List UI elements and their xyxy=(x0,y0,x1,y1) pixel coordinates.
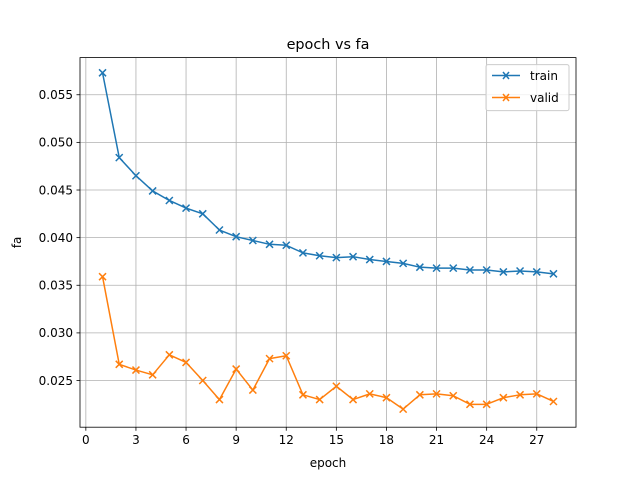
data-point-train xyxy=(298,248,307,257)
data-point-train xyxy=(465,265,474,275)
grid xyxy=(80,57,576,428)
x-tick-label: 12 xyxy=(279,433,294,447)
data-point-train xyxy=(382,257,391,266)
data-point-valid xyxy=(532,389,541,398)
data-point-valid xyxy=(549,397,558,406)
data-point-valid xyxy=(232,365,241,374)
series-valid xyxy=(98,272,558,414)
y-tick-label: 0.030 xyxy=(39,326,73,340)
data-point-valid xyxy=(449,391,458,400)
data-point-train xyxy=(182,204,191,213)
x-tick-label: 21 xyxy=(429,433,444,447)
data-point-train xyxy=(415,263,424,272)
data-point-train xyxy=(432,264,441,273)
data-point-valid xyxy=(298,390,307,399)
data-point-train xyxy=(549,269,558,278)
series-line-valid xyxy=(101,276,554,410)
data-point-valid xyxy=(349,395,358,404)
data-point-valid xyxy=(198,376,207,385)
y-tick-label: 0.055 xyxy=(39,88,73,102)
ticks: 0 3 6 9 12 15 18 21 24 27 0.025 0.030 0.035 0.040 0.04… xyxy=(39,88,545,447)
data-point-train xyxy=(265,240,274,249)
data-point-train xyxy=(399,259,408,268)
x-tick-label: 15 xyxy=(329,433,344,447)
y-tick-label: 0.050 xyxy=(39,136,73,150)
data-point-train xyxy=(516,266,525,276)
data-point-valid xyxy=(215,395,224,404)
x-tick-label: 3 xyxy=(132,433,140,447)
data-point-valid xyxy=(165,350,174,359)
legend-label-valid: valid xyxy=(530,91,559,105)
y-tick-label: 0.045 xyxy=(39,183,73,197)
x-tick-label: 6 xyxy=(182,433,190,447)
chart-title: epoch vs fa xyxy=(287,37,370,53)
data-point-train xyxy=(349,252,358,261)
data-point-valid xyxy=(182,358,191,367)
data-point-valid xyxy=(482,400,491,409)
legend-label-train: train xyxy=(530,69,558,83)
data-point-valid xyxy=(432,389,441,398)
x-tick-label: 24 xyxy=(479,433,494,447)
y-tick-label: 0.035 xyxy=(39,279,73,293)
data-point-valid xyxy=(365,389,374,398)
legend-marker-valid xyxy=(502,93,510,102)
data-point-train xyxy=(165,196,174,205)
data-point-train xyxy=(198,209,207,218)
series-line-train xyxy=(101,72,554,275)
data-point-train xyxy=(332,253,341,262)
x-tick-label: 0 xyxy=(82,433,90,447)
data-point-train xyxy=(482,265,491,275)
y-tick-label: 0.025 xyxy=(39,374,73,388)
data-point-valid xyxy=(148,370,157,379)
data-point-valid xyxy=(332,382,341,391)
data-point-train xyxy=(315,251,324,260)
x-tick-label: 9 xyxy=(232,433,240,447)
data-point-train xyxy=(148,186,157,195)
data-point-train xyxy=(115,153,124,162)
data-point-valid xyxy=(98,272,107,281)
data-point-valid xyxy=(315,395,324,404)
data-point-train xyxy=(449,264,458,273)
data-point-train xyxy=(98,68,107,77)
data-point-train xyxy=(499,267,508,276)
data-point-train xyxy=(131,171,140,180)
x-tick-label: 27 xyxy=(529,433,544,447)
data-point-train xyxy=(282,241,291,250)
data-point-valid xyxy=(499,393,508,402)
series-train xyxy=(98,68,558,278)
data-point-train xyxy=(248,236,257,245)
data-point-valid xyxy=(399,405,408,414)
legend-marker-train xyxy=(502,71,510,80)
legend: train valid xyxy=(485,64,570,112)
data-point-valid xyxy=(115,360,124,369)
y-tick-label: 0.040 xyxy=(39,231,73,245)
data-point-valid xyxy=(131,366,140,375)
axes-frame xyxy=(79,57,577,428)
series-layer xyxy=(98,68,558,414)
data-point-train xyxy=(365,255,374,264)
data-point-train xyxy=(532,267,541,276)
data-point-valid xyxy=(248,386,257,395)
data-point-valid xyxy=(382,393,391,402)
data-point-valid xyxy=(282,351,291,360)
data-point-valid xyxy=(265,354,274,363)
data-point-train xyxy=(215,225,224,235)
data-point-valid xyxy=(415,390,424,399)
x-axis-label: epoch xyxy=(310,456,347,470)
data-point-valid xyxy=(516,390,525,399)
data-point-train xyxy=(232,232,241,241)
x-tick-label: 18 xyxy=(379,433,394,447)
data-point-valid xyxy=(465,400,474,409)
y-axis-label: fa xyxy=(10,237,24,249)
